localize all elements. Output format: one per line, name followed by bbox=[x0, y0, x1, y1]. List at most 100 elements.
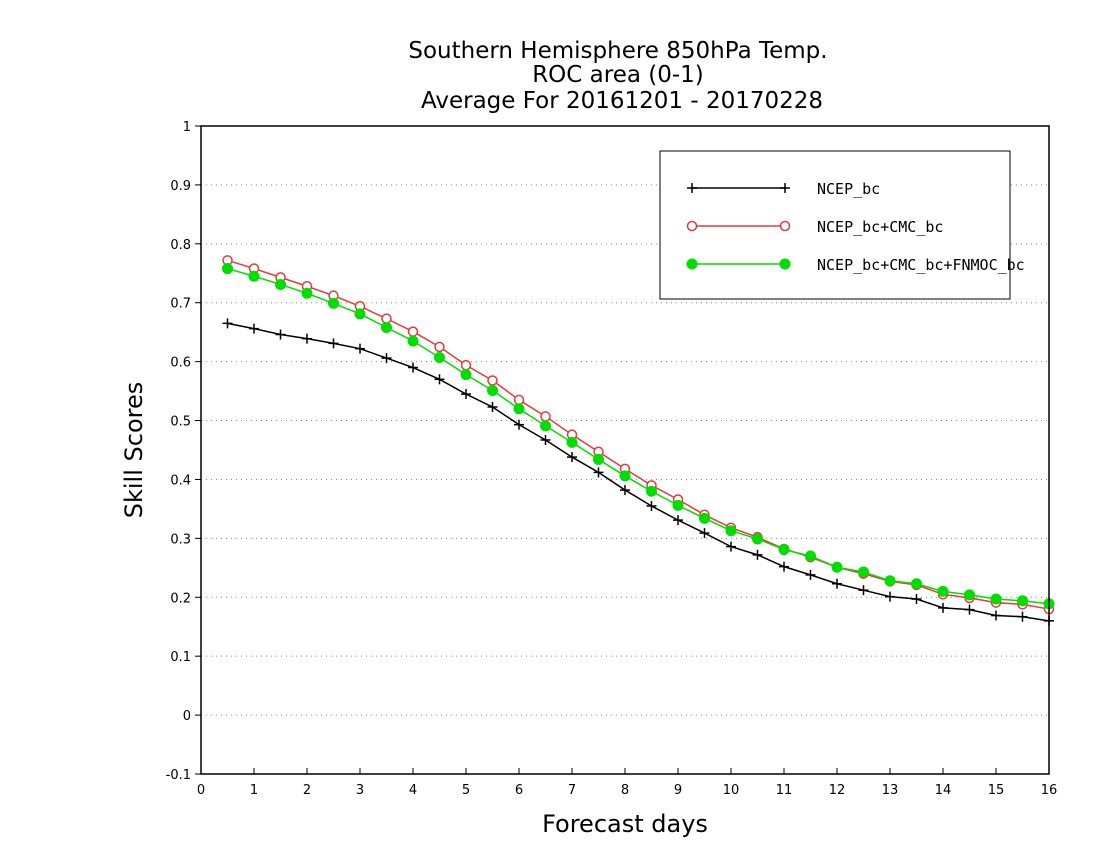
data-point bbox=[673, 515, 683, 526]
x-tick-label: 12 bbox=[829, 783, 846, 798]
data-point bbox=[990, 593, 1002, 605]
series-line bbox=[227, 267, 1050, 605]
x-tick-label: 10 bbox=[723, 783, 740, 798]
data-point bbox=[778, 544, 790, 556]
y-tick-label: 0.3 bbox=[170, 532, 191, 547]
x-tick-label: 15 bbox=[988, 783, 1005, 798]
data-point bbox=[460, 359, 472, 371]
y-tick-label: 0.1 bbox=[170, 650, 191, 665]
plot-series bbox=[222, 255, 1055, 626]
y-tick-label: 0.7 bbox=[170, 297, 191, 312]
data-point bbox=[832, 578, 842, 589]
legend-label: NCEP_bc bbox=[817, 180, 880, 198]
legend-entry: NCEP_bc bbox=[687, 180, 880, 198]
data-point bbox=[1017, 595, 1028, 607]
legend-entry: NCEP_bc+CMC_bc+FNMOC_bc bbox=[686, 256, 1025, 274]
data-point bbox=[884, 575, 896, 587]
data-point bbox=[487, 401, 498, 412]
data-point bbox=[434, 352, 445, 364]
y-tick-label: 0.2 bbox=[170, 591, 191, 606]
data-point bbox=[514, 419, 524, 430]
legend-box bbox=[659, 150, 1011, 300]
x-tick-label: 14 bbox=[935, 783, 952, 798]
data-point bbox=[275, 278, 286, 290]
data-point bbox=[726, 541, 736, 552]
x-tick-label: 4 bbox=[409, 783, 417, 798]
data-point bbox=[407, 326, 419, 337]
data-point bbox=[513, 394, 525, 406]
y-tick-label: 0.8 bbox=[170, 238, 191, 253]
legend-marker bbox=[686, 220, 698, 232]
data-point bbox=[752, 549, 763, 560]
data-point bbox=[672, 499, 684, 511]
series-line bbox=[227, 259, 1050, 610]
data-point bbox=[407, 335, 419, 347]
data-point bbox=[1017, 611, 1028, 622]
x-tick-label: 6 bbox=[515, 783, 523, 798]
y-tick-label: 1 bbox=[183, 120, 191, 135]
data-point bbox=[566, 436, 578, 448]
title-line-1: Southern Hemisphere 850hPa Temp. bbox=[408, 38, 827, 64]
series-2 bbox=[222, 263, 1055, 610]
x-tick-label: 9 bbox=[674, 783, 682, 798]
y-tick-label: 0.5 bbox=[170, 415, 191, 430]
y-axis-label: Skill Scores bbox=[120, 382, 148, 519]
data-point bbox=[593, 453, 604, 465]
legend-label: NCEP_bc+CMC_bc+FNMOC_bc bbox=[817, 256, 1025, 274]
y-tick-label: -0.1 bbox=[166, 768, 191, 783]
title-line-3: Average For 20161201 - 20170228 bbox=[421, 88, 823, 114]
data-point bbox=[222, 318, 233, 329]
series-0 bbox=[222, 318, 1054, 626]
data-point bbox=[381, 321, 392, 333]
data-point bbox=[646, 500, 657, 511]
data-point bbox=[222, 263, 233, 275]
x-axis-label: Forecast days bbox=[542, 810, 708, 838]
legend-marker bbox=[779, 258, 791, 270]
legend-marker bbox=[686, 258, 698, 270]
data-point bbox=[964, 604, 975, 615]
x-tick-label: 0 bbox=[197, 783, 205, 798]
legend-marker bbox=[780, 183, 790, 193]
data-point bbox=[434, 341, 445, 353]
data-point bbox=[725, 525, 737, 537]
data-point bbox=[752, 533, 763, 545]
data-point bbox=[354, 308, 366, 320]
data-point bbox=[567, 452, 577, 463]
data-point bbox=[938, 602, 948, 613]
data-point bbox=[540, 420, 551, 432]
data-point bbox=[434, 374, 445, 385]
x-tick-label: 11 bbox=[776, 783, 793, 798]
x-tick-label: 2 bbox=[303, 783, 311, 798]
x-tick-label: 16 bbox=[1041, 783, 1058, 798]
title-line-2: ROC area (0-1) bbox=[532, 62, 704, 88]
data-point bbox=[619, 470, 631, 482]
legend-entry: NCEP_bc+CMC_bc bbox=[686, 218, 943, 236]
y-tick-label: 0 bbox=[183, 709, 191, 724]
data-point bbox=[301, 287, 313, 299]
x-tick-label: 3 bbox=[356, 783, 364, 798]
data-point bbox=[991, 610, 1001, 621]
data-point bbox=[831, 561, 843, 573]
data-point bbox=[699, 512, 710, 524]
legend-marker bbox=[687, 183, 697, 193]
data-point bbox=[964, 589, 975, 601]
data-point bbox=[885, 591, 895, 602]
data-point bbox=[540, 434, 551, 445]
data-point bbox=[911, 594, 922, 605]
data-point bbox=[540, 411, 551, 422]
chart-title: Southern Hemisphere 850hPa Temp. ROC are… bbox=[408, 38, 827, 114]
data-point bbox=[461, 389, 471, 400]
data-point bbox=[646, 485, 657, 497]
data-point bbox=[779, 561, 789, 572]
data-point bbox=[249, 323, 259, 334]
series-line bbox=[227, 322, 1050, 622]
x-tick-label: 13 bbox=[882, 783, 899, 798]
plot-area-frame bbox=[200, 125, 1050, 775]
data-point bbox=[513, 403, 525, 415]
x-tick-label: 1 bbox=[250, 783, 258, 798]
data-point bbox=[355, 343, 365, 354]
data-point bbox=[937, 585, 949, 597]
y-tick-label: 0.9 bbox=[170, 179, 191, 194]
data-point bbox=[487, 375, 498, 386]
data-point bbox=[248, 270, 260, 282]
